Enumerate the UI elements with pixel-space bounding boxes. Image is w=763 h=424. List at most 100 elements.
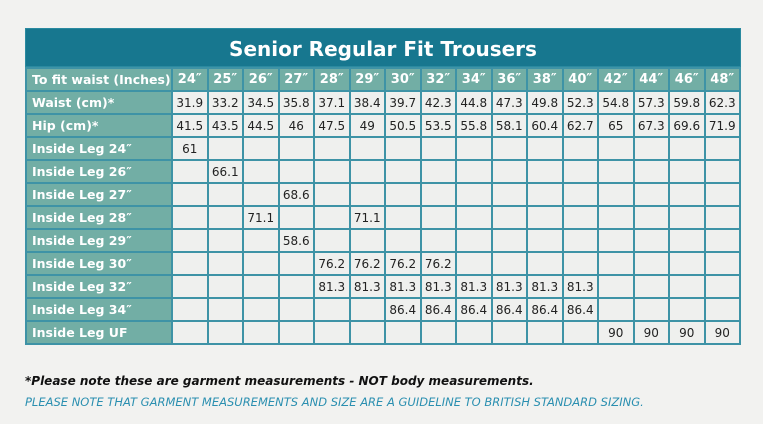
table-cell xyxy=(455,136,493,161)
table-cell xyxy=(277,297,315,322)
size-header: 24″ xyxy=(171,67,209,92)
table-row: Inside Leg 29″ 58.6 xyxy=(25,228,741,253)
size-header: 26″ xyxy=(242,67,280,92)
size-chart: Senior Regular Fit Trousers To fit waist… xyxy=(25,28,741,345)
table-cell: 62.3 xyxy=(703,90,741,115)
table-row: Inside Leg 32″ 81.3 81.3 81.3 81.3 81.3 81.3 81… xyxy=(25,274,741,299)
table-cell xyxy=(455,182,493,207)
table-cell xyxy=(384,182,422,207)
table-cell xyxy=(597,136,635,161)
table-cell xyxy=(490,182,528,207)
table-cell xyxy=(597,228,635,253)
row-label: Inside Leg 29″ xyxy=(25,228,173,253)
table-cell xyxy=(384,320,422,345)
table-cell xyxy=(668,228,706,253)
table-cell xyxy=(526,182,564,207)
table-cell xyxy=(277,136,315,161)
table-cell xyxy=(526,320,564,345)
row-label: Inside Leg 24″ xyxy=(25,136,173,161)
table-cell: 90 xyxy=(632,320,670,345)
size-header: 29″ xyxy=(348,67,386,92)
table-cell xyxy=(242,251,280,276)
table-cell xyxy=(419,159,457,184)
table-cell: 86.4 xyxy=(561,297,599,322)
table-cell: 66.1 xyxy=(206,159,244,184)
table-cell: 86.4 xyxy=(490,297,528,322)
table-cell xyxy=(419,136,457,161)
table-cell: 69.6 xyxy=(668,113,706,138)
table-cell xyxy=(277,320,315,345)
table-cell: 53.5 xyxy=(419,113,457,138)
table-cell xyxy=(242,136,280,161)
table-cell xyxy=(668,159,706,184)
table-cell xyxy=(597,205,635,230)
table-cell xyxy=(455,228,493,253)
table-cell: 86.4 xyxy=(384,297,422,322)
table-cell xyxy=(313,182,351,207)
table-cell: 81.3 xyxy=(348,274,386,299)
table-row: Inside Leg 27″ 68.6 xyxy=(25,182,741,207)
table-cell: 71.1 xyxy=(242,205,280,230)
table-cell: 90 xyxy=(597,320,635,345)
table-cell: 35.8 xyxy=(277,90,315,115)
table-cell: 90 xyxy=(703,320,741,345)
table-cell: 44.8 xyxy=(455,90,493,115)
table-cell: 81.3 xyxy=(455,274,493,299)
table-cell: 57.3 xyxy=(632,90,670,115)
table-cell xyxy=(632,182,670,207)
table-cell: 39.7 xyxy=(384,90,422,115)
table-cell xyxy=(632,159,670,184)
table-cell xyxy=(206,205,244,230)
table-cell: 76.2 xyxy=(419,251,457,276)
table-cell xyxy=(206,297,244,322)
table-cell: 33.2 xyxy=(206,90,244,115)
table-cell: 62.7 xyxy=(561,113,599,138)
table-cell xyxy=(348,320,386,345)
table-cell xyxy=(419,228,457,253)
table-cell xyxy=(206,320,244,345)
table-cell xyxy=(632,274,670,299)
table-cell: 81.3 xyxy=(384,274,422,299)
table-cell xyxy=(561,136,599,161)
table-cell xyxy=(348,159,386,184)
row-label: Inside Leg 34″ xyxy=(25,297,173,322)
table-row: Inside Leg 26″ 66.1 xyxy=(25,159,741,184)
table-cell: 47.5 xyxy=(313,113,351,138)
table-cell xyxy=(348,136,386,161)
table-cell xyxy=(455,159,493,184)
table-cell xyxy=(171,205,209,230)
size-header: 48″ xyxy=(703,67,741,92)
table-cell xyxy=(171,228,209,253)
table-cell xyxy=(384,159,422,184)
row-label: Inside Leg UF xyxy=(25,320,173,345)
table-cell: 71.1 xyxy=(348,205,386,230)
table-cell: 41.5 xyxy=(171,113,209,138)
table-cell xyxy=(561,228,599,253)
row-label: Inside Leg 26″ xyxy=(25,159,173,184)
table-cell xyxy=(668,251,706,276)
table-cell: 76.2 xyxy=(313,251,351,276)
table-cell: 43.5 xyxy=(206,113,244,138)
table-cell xyxy=(206,251,244,276)
size-header: 28″ xyxy=(313,67,351,92)
size-header: 25″ xyxy=(206,67,244,92)
table-cell xyxy=(668,205,706,230)
table-cell xyxy=(632,136,670,161)
row-label: Inside Leg 30″ xyxy=(25,251,173,276)
table-cell xyxy=(313,136,351,161)
table-cell: 67.3 xyxy=(632,113,670,138)
table-cell xyxy=(171,159,209,184)
table-row: Inside Leg 24″ 61 xyxy=(25,136,741,161)
table-cell xyxy=(242,297,280,322)
table-cell xyxy=(632,228,670,253)
table-cell xyxy=(206,182,244,207)
table-cell xyxy=(171,274,209,299)
table-cell xyxy=(313,159,351,184)
table-cell xyxy=(561,205,599,230)
header-row: To fit waist (Inches) 24″ 25″ 26″ 27″ 28″ 29″ 3… xyxy=(25,67,741,92)
garment-note: *Please note these are garment measureme… xyxy=(25,374,534,388)
table-cell xyxy=(455,251,493,276)
table-cell xyxy=(277,251,315,276)
table-cell: 90 xyxy=(668,320,706,345)
table-cell: 34.5 xyxy=(242,90,280,115)
